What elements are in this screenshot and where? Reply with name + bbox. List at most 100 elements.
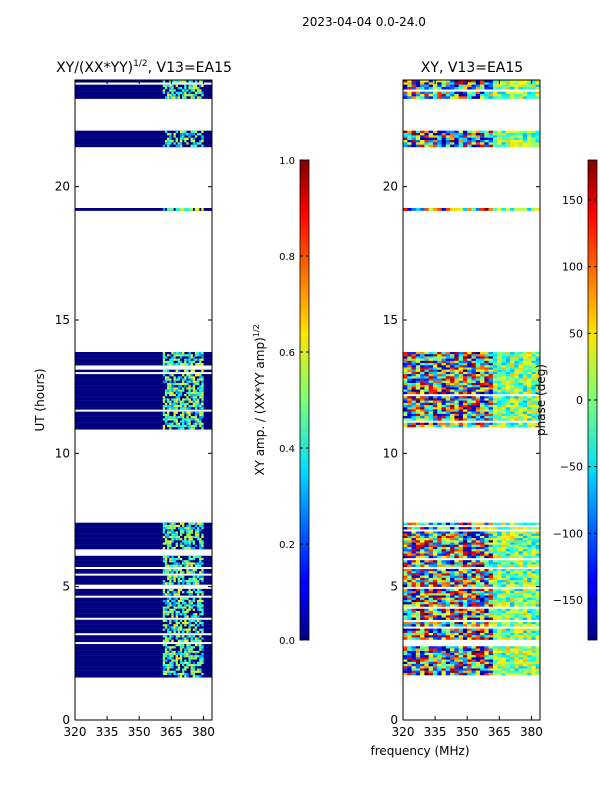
amp-cell <box>164 637 168 640</box>
phase-cell <box>415 540 421 543</box>
phase-cell <box>471 655 476 658</box>
amp-cell <box>182 580 185 583</box>
amp-cell <box>194 615 198 618</box>
phase-cell <box>488 409 494 412</box>
phase-cell <box>505 354 511 357</box>
phase-cell <box>535 551 541 554</box>
phase-cell <box>527 655 532 658</box>
phase-cell <box>492 588 498 592</box>
phase-cell <box>467 610 472 614</box>
phase-cell <box>484 577 489 581</box>
phase-cell <box>420 409 425 412</box>
amp-cell <box>192 562 196 565</box>
phase-cell <box>518 522 524 526</box>
phase-cell <box>445 593 451 596</box>
amp-cell <box>188 628 191 632</box>
amp-cell <box>197 382 200 386</box>
phase-cell <box>420 208 425 211</box>
phase-cell <box>462 544 468 548</box>
phase-cell <box>505 365 511 368</box>
phase-cell <box>407 652 412 656</box>
amp-row-base <box>75 360 212 364</box>
phase-cell <box>480 650 485 654</box>
amp-row-base <box>75 396 212 399</box>
phase-cell <box>471 354 476 357</box>
amp-cell <box>177 668 181 671</box>
phase-cell <box>501 577 506 581</box>
phase-cell <box>488 604 494 607</box>
phase-cell <box>527 424 532 428</box>
phase-cell <box>445 409 451 412</box>
amp-cell <box>199 544 202 548</box>
phase-cell <box>480 666 485 669</box>
phase-cell <box>535 621 541 625</box>
amp-cell <box>175 562 178 565</box>
phase-cell <box>428 208 434 211</box>
phase-cell <box>522 380 528 384</box>
phase-cell <box>527 208 532 211</box>
phase-cell <box>450 617 455 620</box>
phase-cell <box>484 144 489 148</box>
phase-cell <box>527 591 532 594</box>
phase-cell <box>527 610 532 614</box>
phase-cell <box>510 544 515 548</box>
phase-cell <box>462 610 468 614</box>
phase-cell <box>420 376 425 379</box>
phase-cell <box>488 549 494 552</box>
phase-cell <box>471 633 476 636</box>
phase-cell <box>437 580 442 583</box>
phase-cell <box>505 531 511 534</box>
phase-cell <box>480 615 485 618</box>
phase-cell <box>458 135 464 138</box>
amp-cell <box>201 424 204 428</box>
amp-cell <box>186 637 189 640</box>
phase-cell <box>445 418 451 421</box>
phase-cell <box>424 604 429 607</box>
phase-cell <box>420 595 425 598</box>
amp-cell <box>179 626 183 629</box>
phase-cell <box>407 411 412 415</box>
phase-cell <box>510 522 515 526</box>
amp-row-base <box>75 356 212 359</box>
phase-cell <box>407 374 412 377</box>
phase-cell <box>471 657 476 660</box>
phase-cell <box>441 553 447 556</box>
phase-cell <box>510 405 515 408</box>
phase-cell <box>428 635 434 638</box>
phase-cell <box>492 591 498 594</box>
phase-cell <box>467 580 472 583</box>
amp-cell <box>177 354 181 357</box>
phase-cell <box>505 424 511 428</box>
phase-cell <box>471 668 476 671</box>
phase-cell <box>497 562 502 565</box>
phase-cell <box>505 546 511 550</box>
phase-cell <box>407 385 412 388</box>
phase-cell <box>420 650 425 654</box>
phase-cell <box>432 422 438 426</box>
phase-cell <box>437 659 442 662</box>
amp-cell <box>173 606 176 609</box>
phase-cell <box>510 617 515 620</box>
phase-cell <box>527 133 532 136</box>
phase-cell <box>514 670 519 674</box>
phase-cell <box>475 582 481 585</box>
phase-cell <box>522 608 528 612</box>
amp-cell <box>186 569 189 572</box>
phase-cell <box>475 652 481 656</box>
phase-cell <box>535 133 541 136</box>
phase-cell <box>467 365 472 368</box>
phase-cell <box>450 418 455 421</box>
phase-cell <box>415 371 421 375</box>
amp-cell <box>192 577 196 581</box>
phase-cell <box>488 544 494 548</box>
phase-cell <box>420 637 425 640</box>
amp-cell <box>179 571 183 574</box>
phase-cell <box>411 363 417 366</box>
phase-cell <box>437 571 442 574</box>
amp-cell <box>182 80 185 83</box>
phase-cell <box>462 400 468 404</box>
amp-row-base <box>75 391 212 395</box>
amp-cell <box>188 391 191 395</box>
amp-cell <box>171 363 174 366</box>
amp-cell <box>169 564 172 568</box>
